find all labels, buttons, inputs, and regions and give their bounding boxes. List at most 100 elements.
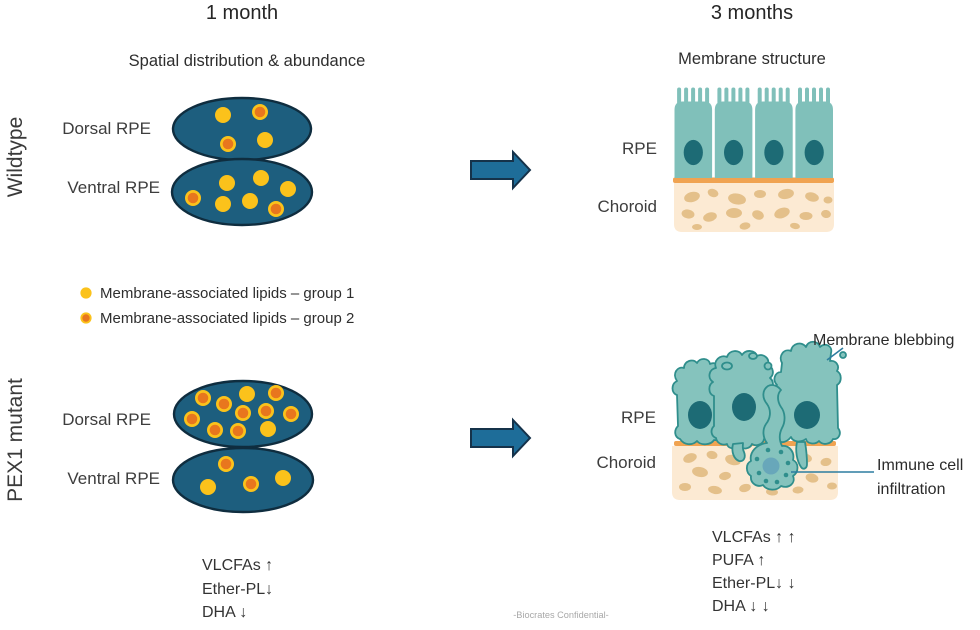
choroid-blob	[683, 453, 697, 463]
lipid-dot-group2-core	[187, 192, 199, 204]
cell-nucleus	[688, 401, 712, 429]
stat-line: Ether-PL↓ ↓	[712, 575, 796, 592]
choroid-blob	[805, 473, 819, 483]
lipid-dot-group2-core	[220, 458, 232, 470]
mu-ventral-ellipse	[171, 446, 315, 514]
row-label-pex1-mutant: PEX1 mutant	[4, 378, 27, 502]
choroid-blob	[681, 209, 695, 219]
choroid-blob	[706, 450, 718, 460]
lipid-dot-group2-core	[197, 392, 209, 404]
cell-nucleus	[732, 393, 756, 421]
choroid-blob	[739, 483, 751, 493]
lipid-dot-group2-core	[209, 424, 221, 436]
confidential-watermark: -Biocrates Confidential-	[513, 610, 609, 620]
microvilli	[691, 87, 696, 105]
mu-rpe-cell-drip	[795, 441, 808, 470]
lipid-dot-group2-core	[245, 478, 257, 490]
mu-cell-nuclei	[688, 393, 820, 429]
membrane-bleb-fragment	[748, 352, 758, 360]
microvilli	[805, 87, 809, 105]
label-wt-choroid: Choroid	[597, 197, 657, 216]
choroid-blob	[703, 212, 717, 222]
row-label-wildtype: Wildtype	[4, 117, 27, 198]
stat-line: Ether-PL↓	[202, 581, 273, 598]
lipid-dot-group2-core	[232, 425, 244, 437]
choroid-blob	[820, 457, 832, 467]
legend-group2-label: Membrane-associated lipids – group 2	[100, 310, 354, 327]
microvilli	[826, 87, 830, 105]
microvilli	[738, 87, 743, 105]
lipid-dot-group1	[215, 196, 231, 212]
immune-granule	[774, 479, 780, 485]
lipid-dot-group2-core	[237, 407, 249, 419]
mutant-3months-stats: VLCFAs ↑ ↑ PUFA ↑ Ether-PL↓ ↓ DHA ↓ ↓	[712, 529, 796, 615]
choroid-blob	[805, 192, 819, 202]
legend-group1-label: Membrane-associated lipids – group 1	[100, 285, 354, 302]
lipid-dot-group2-core	[254, 106, 266, 118]
column-title-1-month: 1 month	[206, 2, 278, 24]
lipid-dot-group1	[219, 175, 235, 191]
label-mu-choroid: Choroid	[596, 453, 656, 472]
label-wt-dorsal-rpe: Dorsal RPE	[62, 119, 151, 138]
choroid-blob	[719, 471, 731, 481]
cell-nucleus	[683, 139, 703, 166]
immune-granule	[765, 447, 771, 453]
immune-granule	[785, 460, 791, 466]
choroid-blob	[754, 190, 766, 198]
microvilli	[717, 87, 722, 105]
choroid-blob	[821, 209, 831, 219]
lipid-dot-group1	[257, 132, 273, 148]
choroid-blob	[792, 486, 804, 494]
microvilli	[731, 87, 736, 105]
membrane-bleb-fragment	[763, 361, 773, 371]
mutant-1month-stats: VLCFAs ↑ Ether-PL↓ DHA ↓	[202, 557, 273, 621]
legend-group2-dot-icon	[82, 314, 90, 322]
choroid-blob	[739, 222, 751, 230]
subtitle-membrane-structure: Membrane structure	[678, 50, 826, 68]
wt-choroid-blobs	[681, 188, 833, 230]
wt-dorsal-ellipse	[171, 96, 313, 162]
immune-granule	[754, 456, 760, 462]
column-title-3-months: 3 months	[711, 2, 793, 24]
cell-body	[714, 101, 753, 178]
immune-cell-granules	[754, 447, 791, 485]
cell-body	[795, 101, 833, 178]
immune-cell-nucleus	[762, 457, 780, 475]
choroid-blob	[692, 466, 708, 478]
cell-body	[674, 101, 713, 178]
annotation-immune-cell-line1: Immune cell	[877, 457, 963, 474]
lipid-dot-group2-core	[186, 413, 198, 425]
lipid-dot-group1	[253, 170, 269, 186]
choroid-blob	[799, 212, 813, 220]
cell-nucleus	[724, 139, 744, 166]
rpe-cell	[795, 87, 833, 178]
rpe-cell	[714, 87, 753, 178]
stat-line: VLCFAs ↑	[202, 557, 273, 574]
wt-bruchs-membrane-line	[673, 177, 834, 183]
lipid-dot-group1	[215, 107, 231, 123]
label-wt-ventral-rpe: Ventral RPE	[67, 178, 160, 197]
microvilli	[684, 87, 689, 105]
choroid-blob	[707, 188, 719, 198]
microvilli	[705, 87, 710, 105]
choroid-blob	[726, 208, 742, 218]
label-wt-rpe: RPE	[622, 139, 657, 158]
choroid-blob	[774, 207, 790, 219]
arrow-right-icon-mutant	[470, 417, 532, 459]
mu-ventral-lipid-dots	[200, 456, 291, 495]
wt-rpe-cells	[674, 87, 833, 178]
stat-line: PUFA ↑	[712, 552, 765, 569]
immune-granule	[778, 449, 784, 455]
immune-cell	[745, 384, 799, 491]
lipid-dot-group1	[280, 181, 296, 197]
choroid-blob	[827, 482, 837, 490]
microvilli	[785, 87, 790, 105]
microvilli	[677, 87, 682, 105]
choroid-blob	[823, 196, 833, 204]
lipid-dot-group1	[239, 386, 255, 402]
stat-line: DHA ↓ ↓	[712, 598, 770, 615]
label-mu-dorsal-rpe: Dorsal RPE	[62, 410, 151, 429]
microvilli	[819, 87, 823, 105]
choroid-blob	[752, 210, 764, 220]
